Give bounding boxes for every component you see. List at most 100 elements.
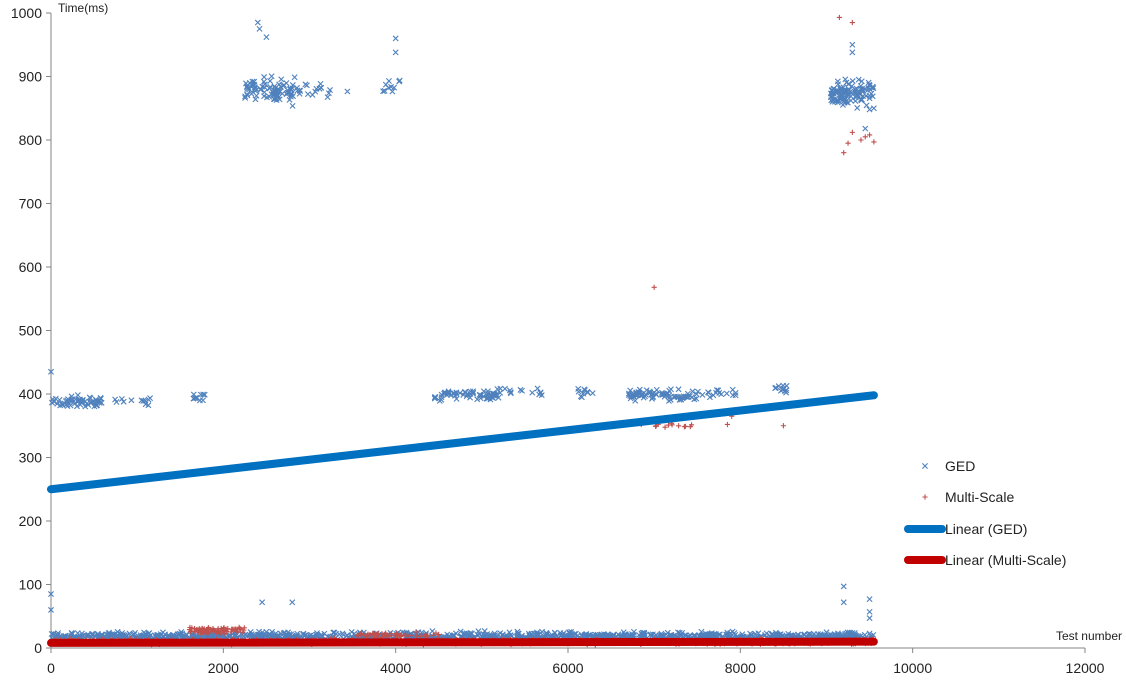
data-point [839, 88, 846, 95]
data-point [88, 631, 95, 638]
data-point [598, 632, 604, 639]
data-point [324, 94, 331, 101]
data-point [190, 395, 197, 402]
data-point [772, 629, 779, 636]
data-point [666, 387, 673, 394]
data-point [551, 630, 558, 636]
data-point [517, 386, 524, 393]
data-point [231, 626, 237, 632]
data-point [304, 91, 311, 98]
data-point [669, 422, 675, 428]
data-point [866, 106, 873, 113]
data-point [406, 632, 413, 638]
data-point [583, 630, 590, 637]
data-point [643, 387, 650, 394]
y-tick-label: 900 [19, 69, 43, 85]
data-point [680, 394, 687, 401]
data-point [296, 87, 303, 94]
data-point [276, 96, 283, 103]
data-point [418, 633, 424, 639]
data-point [246, 86, 253, 93]
data-point [74, 392, 81, 399]
y-tick-label: 800 [19, 132, 43, 148]
data-point [266, 631, 273, 638]
data-point [626, 632, 633, 639]
data-point [846, 630, 853, 637]
data-point [723, 390, 730, 397]
data-point [278, 630, 284, 637]
data-point [278, 76, 285, 83]
data-point [460, 630, 467, 637]
data-point [94, 630, 101, 637]
y-tick-label: 0 [34, 640, 42, 656]
data-point [192, 395, 199, 402]
data-point [431, 395, 438, 402]
data-point [675, 386, 682, 393]
data-point [81, 398, 88, 405]
data-point [536, 391, 543, 398]
data-point [849, 49, 856, 56]
data-point [474, 396, 481, 403]
data-point [92, 396, 99, 403]
data-point [662, 424, 668, 430]
data-point [50, 630, 57, 637]
data-point [785, 630, 792, 637]
data-point [866, 95, 873, 102]
y-tick-label: 200 [19, 513, 43, 529]
y-tick-label: 700 [19, 196, 43, 212]
data-point [870, 105, 877, 112]
data-point [120, 398, 127, 405]
data-point [480, 393, 487, 400]
data-point [259, 599, 266, 606]
data-point [339, 630, 346, 637]
trendline-ged [47, 391, 878, 494]
x-tick-label: 2000 [208, 660, 239, 676]
data-point [358, 630, 364, 637]
data-point [277, 88, 284, 95]
data-point [713, 387, 720, 394]
data-point [280, 82, 287, 89]
data-point [253, 92, 260, 99]
data-point [773, 384, 779, 391]
data-point [113, 399, 120, 405]
data-point [205, 630, 211, 636]
ged-points [48, 19, 877, 646]
data-point [241, 627, 247, 633]
data-point [256, 25, 263, 32]
y-tick-label: 1000 [11, 5, 42, 21]
data-point [267, 77, 274, 84]
data-point [694, 388, 701, 395]
data-point [244, 85, 251, 92]
data-point [779, 386, 786, 393]
data-point [922, 494, 928, 500]
data-point [145, 396, 152, 403]
data-point [587, 633, 593, 640]
data-point [242, 93, 249, 100]
data-point [849, 78, 856, 85]
data-point [289, 599, 296, 606]
data-point [261, 81, 268, 88]
data-point [436, 631, 442, 638]
data-point [707, 631, 714, 638]
data-point [300, 630, 307, 637]
data-point [637, 392, 644, 399]
data-point [354, 633, 360, 639]
data-point [74, 398, 81, 405]
data-point [647, 631, 654, 638]
ticks: 0 2000 4000 6000 8000 10000 12000 0 100 200 300 400… [11, 5, 1105, 676]
data-point [853, 85, 860, 92]
data-point [263, 94, 270, 101]
data-point [689, 388, 696, 395]
data-point [723, 631, 730, 638]
data-point [379, 631, 385, 637]
data-point [610, 633, 617, 640]
data-point [821, 632, 828, 639]
data-point [199, 397, 206, 404]
data-point [539, 628, 546, 635]
data-point [862, 134, 868, 140]
data-point [870, 631, 877, 638]
data-point [385, 78, 392, 84]
data-point [130, 632, 137, 639]
data-point [856, 91, 863, 98]
data-point [67, 402, 74, 409]
